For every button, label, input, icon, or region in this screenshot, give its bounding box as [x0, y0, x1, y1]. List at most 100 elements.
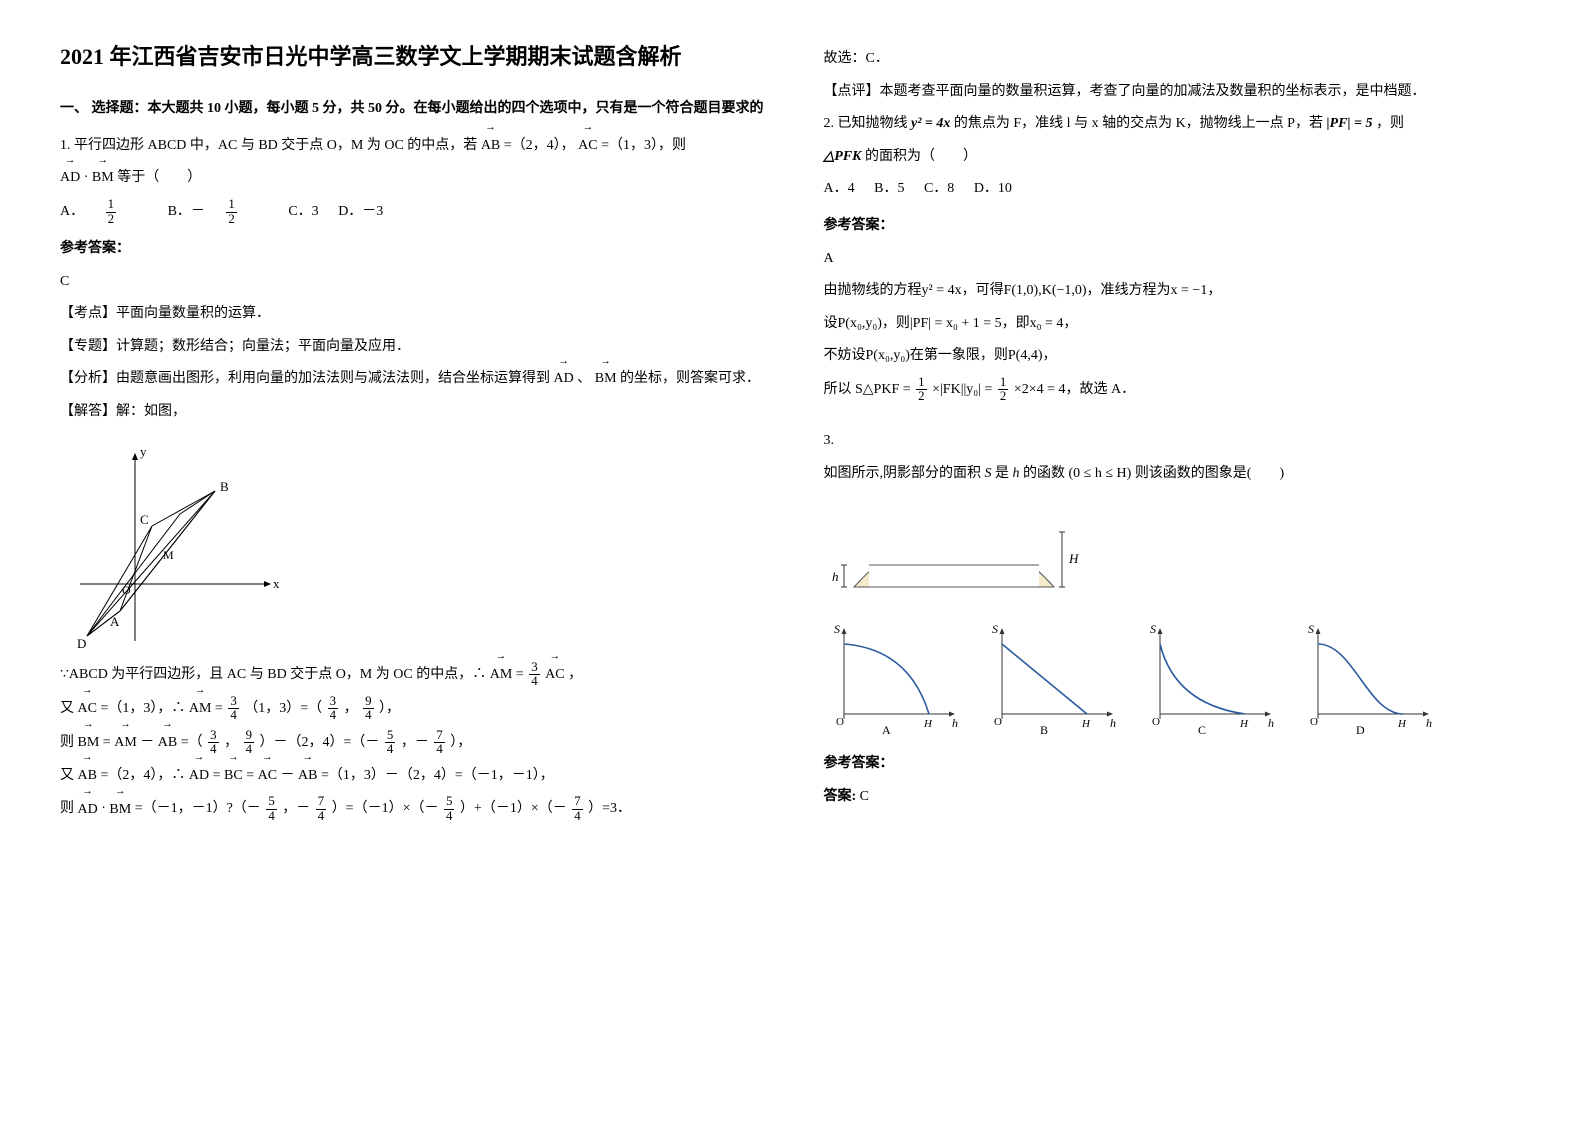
- q1-opt-c: C．3: [288, 204, 318, 219]
- s1-tail: ，: [568, 667, 582, 682]
- q1-kaodian: 【考点】平面向量数量积的运算．: [60, 301, 764, 328]
- q3-ans-label: 答案:: [824, 789, 857, 804]
- vec-ac-2: AC: [78, 696, 97, 723]
- q2-l1: 由抛物线的方程y² = 4x，可得F(1,0),K(−1,0)，准线方程为x =…: [824, 278, 1528, 305]
- cd-H: H: [1397, 718, 1407, 730]
- q1-step2: 又 AC =（1，3），∴ AM = 34 （1，3）=（ 34 ， 94 ），: [60, 695, 764, 723]
- pt-a: A: [110, 614, 120, 629]
- q3-b: 是: [995, 466, 1009, 481]
- s1-den: 4: [529, 675, 539, 689]
- cb-lbl: B: [1040, 723, 1048, 737]
- q2-options: A．4 B．5 C．8 D．10: [824, 176, 1528, 203]
- s3-c: ，: [224, 735, 238, 750]
- q2-opt-c: C．8: [924, 181, 954, 196]
- q2-l4mid: ×|FK||y₀| =: [932, 382, 992, 397]
- s2-b: =（1，3），∴: [100, 701, 185, 716]
- q1-guxuan: 故选：C．: [824, 46, 1528, 73]
- y-axis-label: y: [140, 444, 147, 459]
- q1-stem-line2: AD · BM 等于（ ）: [60, 165, 764, 192]
- s3-n3: 5: [385, 729, 395, 744]
- vec-ab-4b: AB: [298, 763, 317, 790]
- s3-a: 则: [60, 735, 74, 750]
- q1-figure-svg: x y O A D B C M: [60, 436, 290, 651]
- q1-fenxi: 【分析】由题意画出图形，利用向量的加法法则与减法法则，结合坐标运算得到 AD 、…: [60, 366, 764, 393]
- s3-n4: 7: [434, 729, 444, 744]
- q2-l4d2: 2: [998, 390, 1008, 404]
- pt-c: C: [140, 512, 149, 527]
- s4-eq2: =: [246, 768, 254, 783]
- s5-c2: ）+（－1）×（－: [460, 802, 567, 817]
- q1-step5: 则 AD · BM =（－1，－1）?（－ 54 ，－ 74 ）=（－1）×（－…: [60, 795, 764, 823]
- q2-l4a: 所以: [824, 382, 852, 397]
- opt-b-label: B．－: [168, 204, 205, 219]
- vec-ac-4: AC: [258, 763, 277, 790]
- q3-charts: S h O H A S h O H B S: [824, 619, 1528, 739]
- pt-m: M: [163, 548, 174, 562]
- cc-lbl: C: [1198, 723, 1206, 737]
- vector-ab: AB: [481, 133, 500, 160]
- q1-dot: ·: [84, 170, 89, 185]
- s3-c2: ，－: [401, 735, 429, 750]
- opt-a-label: A．: [60, 204, 84, 219]
- cc-o: O: [1152, 716, 1160, 728]
- q3-c: 的函数: [1023, 466, 1065, 481]
- q1-figure: x y O A D B C M: [60, 436, 764, 651]
- cb-H: H: [1081, 718, 1091, 730]
- s5-d2: 4: [316, 810, 326, 824]
- vector-bm: BM: [92, 165, 114, 192]
- q1-ref-label: 参考答案：: [60, 236, 764, 263]
- s3-mid: ）－（2，4）=（－: [260, 735, 380, 750]
- s5-d1: 4: [266, 810, 276, 824]
- q1-options: A． 12 B．－ 12 C．3 D．－3: [60, 198, 764, 226]
- q1-stem-b: =（2，4），: [504, 138, 575, 153]
- q3-h-label: h: [832, 569, 839, 584]
- q2-l4: 所以 S△PKF = 12 ×|FK||y₀| = 12 ×2×4 = 4，故选…: [824, 376, 1528, 404]
- q1-fx-b: 的坐标，则答案可求．: [620, 371, 760, 386]
- s3-d2: 4: [244, 743, 254, 757]
- s5-b: =（－1，－1）?（－: [135, 802, 261, 817]
- s1-a: ∵ABCD 为平行四边形，且 AC 与 BD 交于点 O，M 为 OC 的中点，…: [60, 667, 486, 682]
- q1-stem-tail: 等于（ ）: [117, 170, 201, 185]
- s3-n2: 9: [244, 729, 254, 744]
- q1-opt-a: A． 12: [60, 204, 152, 219]
- s5-n3: 5: [444, 795, 454, 810]
- s4-eq: =: [213, 768, 221, 783]
- q1-answer: C: [60, 269, 764, 296]
- cb-x: h: [1110, 716, 1116, 730]
- q2-b: 的焦点为 F，准线 l 与 x 轴的交点为 K，抛物线上一点 P，若: [954, 116, 1323, 131]
- vec-ac-1: AC: [545, 662, 564, 689]
- q3-d: 则该函数的图象是( ): [1135, 466, 1284, 481]
- vec-bm-5: BM: [109, 797, 131, 824]
- s1-num: 3: [529, 661, 539, 676]
- cc-y: S: [1150, 622, 1156, 636]
- q3-num: 3.: [824, 428, 1528, 455]
- cd-y: S: [1308, 622, 1314, 636]
- q1-step3: 则 BM = AM － AB =（ 34 ， 94 ）－（2，4）=（－ 54 …: [60, 729, 764, 757]
- s2-n1: 3: [328, 695, 338, 710]
- vec-ab-3: AB: [158, 730, 177, 757]
- opt-a-den: 2: [106, 213, 116, 227]
- opt-a-num: 1: [106, 198, 116, 213]
- s4-a: 又: [60, 768, 74, 783]
- q2-d: 的面积为（ ）: [865, 149, 977, 164]
- q2-ans: A: [824, 246, 1528, 273]
- q3-S: S: [985, 466, 992, 481]
- vector-ad: AD: [60, 165, 80, 192]
- chart-c: S h O H C: [1140, 619, 1280, 739]
- x-axis-label: x: [273, 576, 280, 591]
- s3-d1: 4: [208, 743, 218, 757]
- q1-fx-a: 【分析】由题意画出图形，利用向量的加法法则与减法法则，结合坐标运算得到: [60, 371, 550, 386]
- s5-c: ，－: [282, 802, 310, 817]
- vec-bc-4: BC: [224, 763, 243, 790]
- s2-eq: =: [215, 701, 223, 716]
- chart-d: S h O H D: [1298, 619, 1438, 739]
- q1-stem-line1: 1. 平行四边形 ABCD 中，AC 与 BD 交于点 O，M 为 OC 的中点…: [60, 133, 764, 160]
- q2-opt-a: A．4: [824, 181, 855, 196]
- q2-stem: 2. 已知抛物线 y² = 4x 的焦点为 F，准线 l 与 x 轴的交点为 K…: [824, 111, 1528, 138]
- s2-tail: ），: [379, 701, 400, 716]
- ca-x: h: [952, 716, 958, 730]
- page-title: 2021 年江西省吉安市日光中学高三数学文上学期期末试题含解析: [60, 40, 764, 73]
- s2-mid: （1，3）=（: [244, 701, 322, 716]
- s3-d3: 4: [385, 743, 395, 757]
- q3-a: 如图所示,阴影部分的面积: [824, 466, 982, 481]
